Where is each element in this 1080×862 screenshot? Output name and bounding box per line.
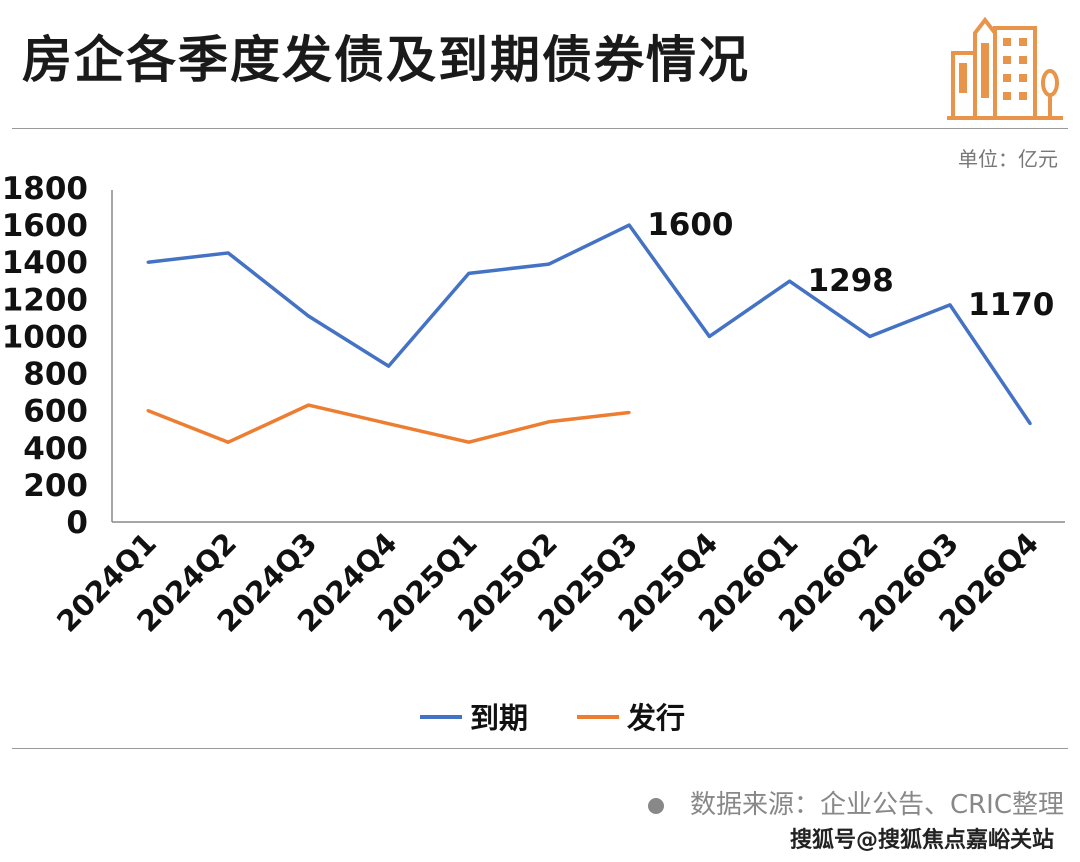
data-point xyxy=(707,334,711,338)
legend-label: 发行 xyxy=(626,701,685,735)
data-point xyxy=(467,271,471,275)
building-icon xyxy=(947,16,1063,120)
series-line-maturity xyxy=(147,223,1032,425)
legend-label: 到期 xyxy=(470,701,528,735)
data-point xyxy=(868,334,872,338)
data-point xyxy=(387,364,391,368)
data-point xyxy=(146,409,150,413)
data-point xyxy=(1028,422,1032,426)
y-tick-label: 1400 xyxy=(2,245,88,281)
bullet-icon xyxy=(647,797,664,814)
unit-label: 单位：亿元 xyxy=(958,147,1058,171)
y-tick-label: 800 xyxy=(23,357,88,393)
footer-credit: 搜狐号@搜狐焦点嘉峪关站 xyxy=(789,828,1054,853)
data-point xyxy=(627,411,631,415)
y-tick-label: 1000 xyxy=(2,319,88,355)
top-divider xyxy=(12,128,1068,129)
data-label: 1600 xyxy=(647,207,733,243)
data-point xyxy=(467,440,471,444)
data-label: 1298 xyxy=(808,263,894,299)
data-point xyxy=(226,251,230,255)
line-chart: 0200400600800100012001400160018002024Q12… xyxy=(2,171,1065,735)
data-point xyxy=(547,420,551,424)
data-point xyxy=(547,262,551,266)
y-tick-label: 600 xyxy=(23,394,88,430)
y-tick-label: 400 xyxy=(23,431,88,467)
page-title: 房企各季度发债及到期债券情况 xyxy=(22,31,750,89)
data-point xyxy=(387,422,391,426)
data-point xyxy=(627,223,631,227)
data-point xyxy=(226,440,230,444)
data-label: 1170 xyxy=(968,287,1054,323)
data-point xyxy=(788,279,792,283)
source-text: 数据来源：企业公告、CRIC整理 xyxy=(689,790,1064,820)
y-tick-label: 0 xyxy=(66,505,88,541)
y-tick-label: 1200 xyxy=(2,282,88,318)
bottom-divider xyxy=(12,748,1068,749)
source-note: 数据来源：企业公告、CRIC整理 xyxy=(647,784,1064,821)
y-tick-label: 200 xyxy=(23,468,88,504)
data-point xyxy=(948,303,952,307)
data-point xyxy=(146,260,150,264)
y-tick-label: 1800 xyxy=(2,171,88,207)
data-point xyxy=(306,314,310,318)
data-point xyxy=(306,403,310,407)
y-tick-label: 1600 xyxy=(2,208,88,244)
